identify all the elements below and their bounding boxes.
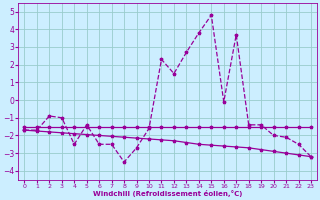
X-axis label: Windchill (Refroidissement éolien,°C): Windchill (Refroidissement éolien,°C) — [93, 190, 242, 197]
